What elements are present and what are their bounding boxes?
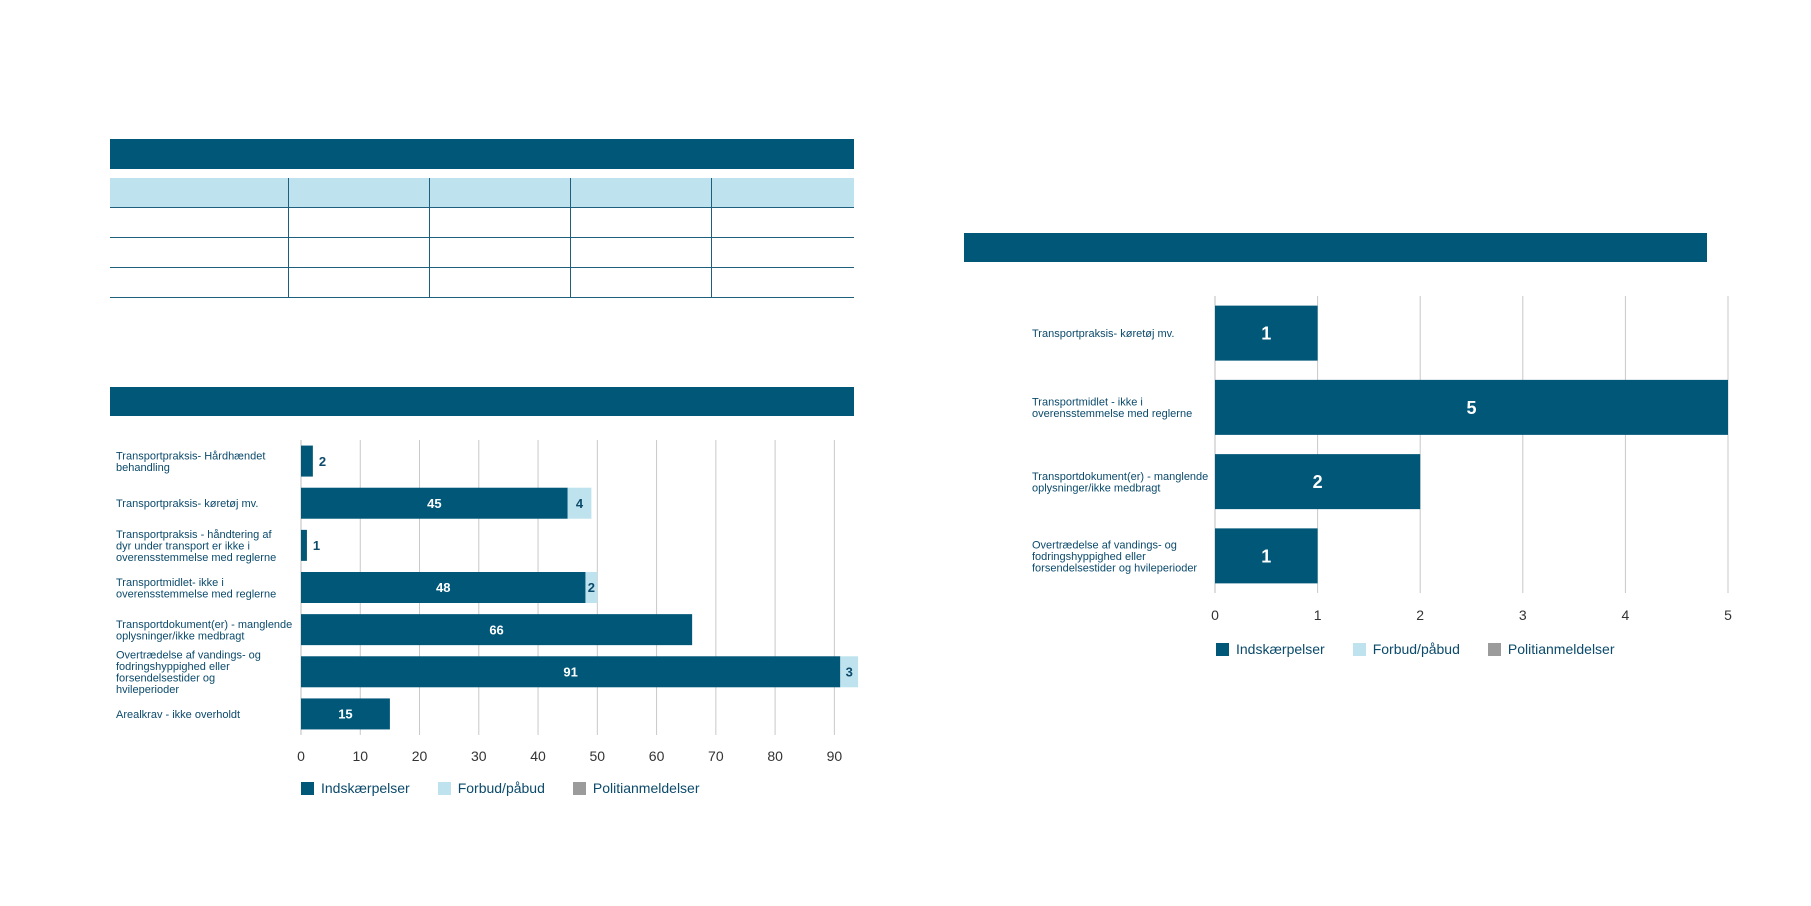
data-label: 4 xyxy=(576,496,584,511)
bar-segment xyxy=(1215,305,1318,361)
legend-label: Politianmeldelser xyxy=(592,780,700,796)
x-tick-label: 4 xyxy=(1622,607,1630,623)
bar-segment xyxy=(567,487,592,519)
data-label: 3 xyxy=(846,664,853,679)
chart-right-legend: Indskærpelser Forbud/påbud Politianmelde… xyxy=(1216,641,1615,657)
data-label: 48 xyxy=(436,580,450,595)
chart-left-legend: Indskærpelser Forbud/påbud Politianmelde… xyxy=(301,780,700,796)
legend-swatch-forbud xyxy=(437,781,451,795)
x-tick-label: 40 xyxy=(530,748,546,764)
bar-segment xyxy=(1215,528,1318,584)
x-tick-label: 10 xyxy=(352,748,368,764)
category-label: Transportmidlet- ikke i overensstemmelse … xyxy=(116,577,276,601)
legend-swatch-indskaerpelser xyxy=(1216,642,1229,656)
legend-item: Forbud/påbud xyxy=(1352,641,1460,657)
category-label: Transportpraksis - håndtering af dyr unde… xyxy=(116,529,276,564)
x-tick-label: 0 xyxy=(1211,607,1219,623)
chart2-header-bar xyxy=(964,233,1707,262)
category-label: Transportdokument(er) - manglende oplysni… xyxy=(1032,471,1208,495)
x-tick-label: 5 xyxy=(1724,607,1732,623)
legend-swatch-politi xyxy=(1487,642,1501,656)
x-tick-label: 70 xyxy=(708,748,724,764)
data-label: 1 xyxy=(1261,546,1271,566)
data-label: 91 xyxy=(563,664,577,679)
x-tick-label: 80 xyxy=(767,748,783,764)
bar-segment xyxy=(301,529,307,561)
summary-table xyxy=(110,178,854,298)
table-head-row xyxy=(110,178,854,208)
x-tick-label: 1 xyxy=(1314,607,1322,623)
x-tick-label: 50 xyxy=(590,748,606,764)
category-label: Transportpraksis- Hårdhændet behandling xyxy=(116,450,265,474)
legend-item: Indskærpelser xyxy=(1216,641,1325,657)
table-header-bar xyxy=(110,139,854,169)
legend-swatch-forbud xyxy=(1352,642,1366,656)
bar-segment xyxy=(1215,379,1728,435)
legend-label: Politianmeldelser xyxy=(1507,641,1615,657)
bar-segment xyxy=(585,572,598,603)
legend-item: Politianmeldelser xyxy=(1487,641,1615,657)
table-row xyxy=(110,207,854,238)
legend-label: Forbud/påbud xyxy=(457,780,545,796)
x-tick-label: 3 xyxy=(1519,607,1527,623)
x-tick-label: 30 xyxy=(471,748,487,764)
chart1-header-bar xyxy=(110,387,854,416)
category-label: Transportdokument(er) - manglende oplysni… xyxy=(116,619,292,643)
data-label: 15 xyxy=(338,707,352,722)
data-label: 1 xyxy=(313,538,320,553)
data-label: 2 xyxy=(588,580,595,595)
table-row xyxy=(110,267,854,298)
bar-segment xyxy=(301,445,313,477)
bar-segment xyxy=(301,614,693,646)
bar-segment xyxy=(301,572,586,603)
data-label: 2 xyxy=(1313,472,1323,492)
category-label: Overtrædelse af vandings- og fodringshypp… xyxy=(1032,539,1197,574)
legend-item: Politianmeldelser xyxy=(572,780,700,796)
bar-segment xyxy=(840,656,859,688)
data-label: 66 xyxy=(489,622,503,637)
x-tick-label: 60 xyxy=(649,748,665,764)
data-label: 5 xyxy=(1466,398,1476,418)
category-label: Transportpraksis- køretøj mv. xyxy=(116,498,258,510)
bar-segment xyxy=(1215,454,1421,510)
bar-segment xyxy=(301,656,841,688)
legend-label: Indskærpelser xyxy=(321,780,410,796)
category-label: Arealkrav - ikke overholdt xyxy=(116,709,240,721)
legend-label: Forbud/påbud xyxy=(1372,641,1460,657)
data-label: 2 xyxy=(319,454,326,469)
x-tick-label: 90 xyxy=(827,748,843,764)
category-label: Overtrædelse af vandings- og fodringshypp… xyxy=(116,650,261,697)
x-tick-label: 2 xyxy=(1416,607,1424,623)
x-tick-label: 20 xyxy=(412,748,428,764)
legend-label: Indskærpelser xyxy=(1236,641,1325,657)
legend-item: Indskærpelser xyxy=(301,780,410,796)
x-tick-label: 0 xyxy=(297,748,305,764)
category-label: Transportpraksis- køretøj mv. xyxy=(1032,328,1174,340)
category-label: Transportmidlet - ikke i overensstemmelse… xyxy=(1032,397,1192,421)
bar-segment xyxy=(301,698,390,730)
table-row xyxy=(110,237,854,268)
legend-swatch-politi xyxy=(572,781,586,795)
data-label: 1 xyxy=(1261,324,1271,344)
bar-segment xyxy=(301,487,568,519)
legend-item: Forbud/påbud xyxy=(437,780,545,796)
legend-swatch-indskaerpelser xyxy=(301,781,314,795)
data-label: 45 xyxy=(427,496,441,511)
